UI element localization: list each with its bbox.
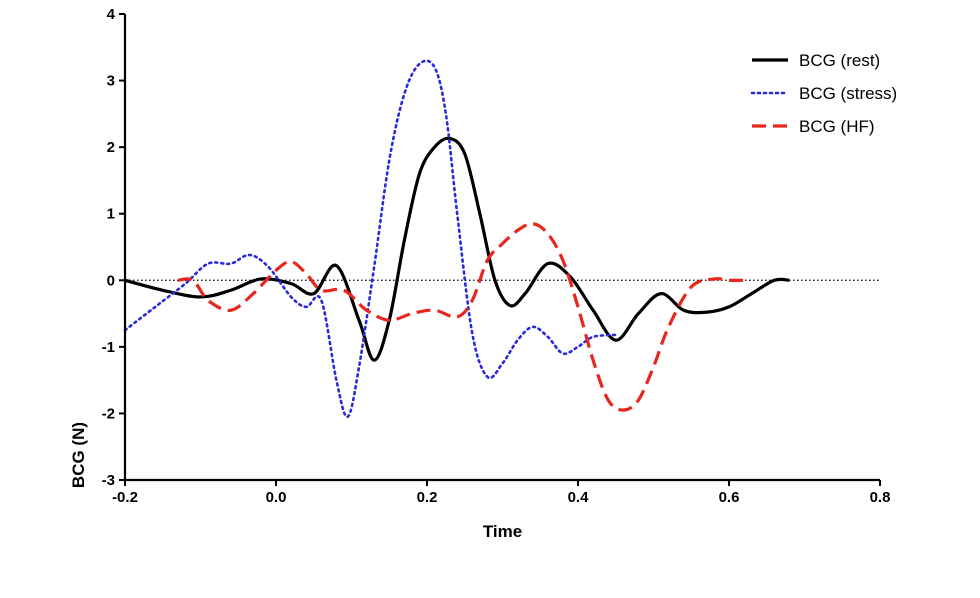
- y-tick-label: 3: [107, 73, 115, 90]
- series-layer: [123, 59, 790, 419]
- axes: -3 -2 -1 0 1 2 3 4 -0.2 0.0 0.2 0.4 0.6 0.8: [102, 6, 891, 506]
- x-tick-label: 0.4: [568, 489, 590, 506]
- x-tick-label: 0.8: [870, 489, 891, 506]
- series-line-bcg-hf: [177, 222, 745, 412]
- y-tick-label: -1: [102, 339, 115, 356]
- y-tick-label: 4: [107, 6, 116, 23]
- x-axis-title: Time: [483, 522, 522, 541]
- series-line-bcg-stress: [123, 59, 618, 419]
- y-tick-label: -3: [102, 472, 115, 489]
- y-tick-label: 0: [107, 272, 115, 289]
- x-tick-label: 0.0: [266, 489, 287, 506]
- y-tick-label: -2: [102, 405, 115, 422]
- legend: BCG (rest) BCG (stress) BCG (HF): [750, 51, 897, 136]
- x-tick-label: 0.6: [719, 489, 740, 506]
- y-tick-label: 1: [107, 206, 115, 223]
- legend-label-bcg-rest: BCG (rest): [799, 51, 880, 70]
- legend-label-bcg-stress: BCG (stress): [799, 84, 897, 103]
- x-tick-label: -0.2: [112, 489, 138, 506]
- x-tick-label: 0.2: [417, 489, 438, 506]
- legend-label-bcg-hf: BCG (HF): [799, 117, 875, 136]
- y-axis-title: BCG (N): [69, 422, 88, 488]
- series-line-bcg-rest: [124, 136, 790, 362]
- y-tick-label: 2: [107, 139, 115, 156]
